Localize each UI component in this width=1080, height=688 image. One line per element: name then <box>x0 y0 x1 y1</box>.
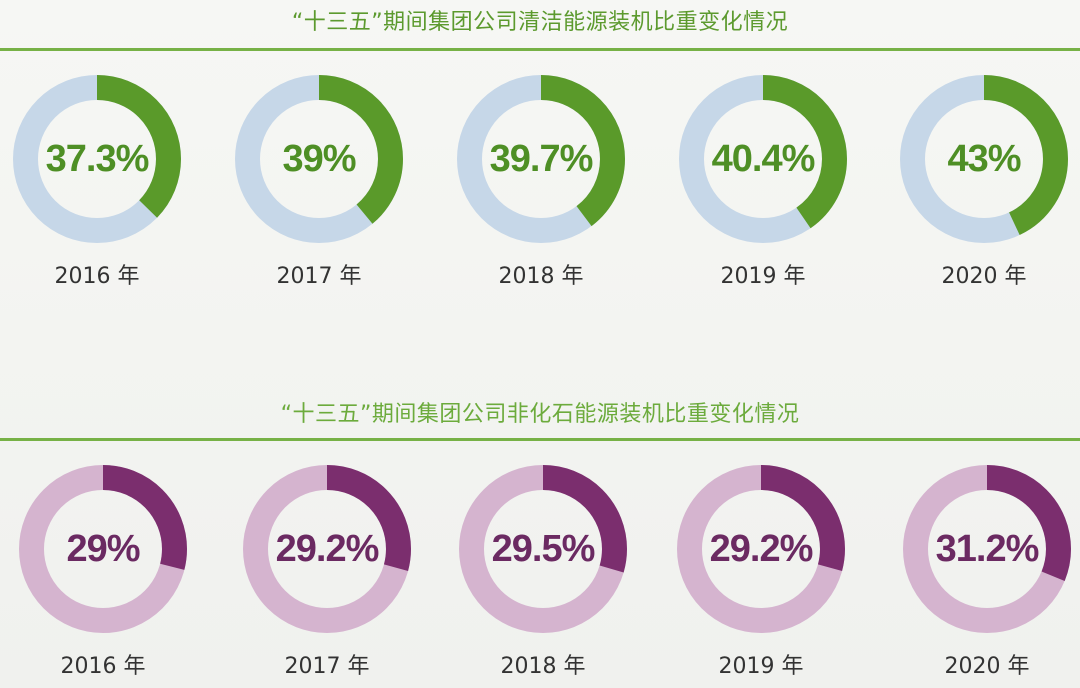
donut-chart: 37.3% 2016 年 <box>12 74 182 289</box>
donut-value-label: 39.7% <box>489 138 594 180</box>
donut-svg <box>235 75 403 243</box>
donut-svg <box>13 75 181 243</box>
donut-chart: 29.5% 2018 年 <box>458 464 628 679</box>
donut-value-label: 29.2% <box>709 528 814 570</box>
clean-energy-section: “十三五”期间集团公司清洁能源装机比重变化情况 37.3% 2016 年 39% 20… <box>0 0 1080 340</box>
donut-value-arc <box>459 465 627 633</box>
donut-year-label: 2016 年 <box>60 654 146 679</box>
donut-chart: 43% 2020 年 <box>899 74 1069 289</box>
donut-svg <box>679 75 847 243</box>
non-fossil-energy-title: “十三五”期间集团公司非化石能源装机比重变化情况 <box>280 402 800 427</box>
donut-year-label: 2019 年 <box>720 264 806 289</box>
donut-value-arc <box>457 75 625 243</box>
donut-value-label: 39% <box>282 138 356 180</box>
donut-value-label: 29% <box>66 528 140 570</box>
donut-row: 29% 2016 年 29.2% 2017 年 29.5% 2018 年 29.2% 2019… <box>0 464 1080 684</box>
donut-chart: 29.2% 2017 年 <box>242 464 412 679</box>
donut-year-label: 2018 年 <box>498 264 584 289</box>
donut-chart: 31.2% 2020 年 <box>902 464 1072 679</box>
non-fossil-energy-section: “十三五”期间集团公司非化石能源装机比重变化情况 29% 2016 年 29.2% 2… <box>0 386 1080 688</box>
donut-svg <box>900 75 1068 243</box>
donut-row: 37.3% 2016 年 39% 2017 年 39.7% 2018 年 40.4% 2019… <box>0 74 1080 334</box>
donut-value-label: 43% <box>947 138 1021 180</box>
donut-year-label: 2017 年 <box>284 654 370 679</box>
donut-chart: 40.4% 2019 年 <box>678 74 848 289</box>
donut-value-arc <box>235 75 403 243</box>
donut-year-label: 2020 年 <box>944 654 1030 679</box>
donut-value-label: 29.5% <box>491 528 596 570</box>
donut-chart: 39.7% 2018 年 <box>456 74 626 289</box>
donut-svg <box>243 465 411 633</box>
donut-svg <box>457 75 625 243</box>
donut-svg <box>903 465 1071 633</box>
donut-year-label: 2016 年 <box>54 264 140 289</box>
donut-value-arc <box>677 465 845 633</box>
donut-svg <box>19 465 187 633</box>
donut-value-label: 40.4% <box>711 138 816 180</box>
donut-year-label: 2017 年 <box>276 264 362 289</box>
donut-svg <box>459 465 627 633</box>
donut-chart: 29.2% 2019 年 <box>676 464 846 679</box>
section-divider <box>0 438 1080 441</box>
donut-chart: 29% 2016 年 <box>18 464 188 679</box>
donut-value-arc <box>679 75 847 243</box>
donut-value-arc <box>19 465 187 633</box>
donut-value-arc <box>903 465 1071 633</box>
donut-value-label: 29.2% <box>275 528 380 570</box>
section-divider <box>0 48 1080 51</box>
donut-chart: 39% 2017 年 <box>234 74 404 289</box>
clean-energy-title: “十三五”期间集团公司清洁能源装机比重变化情况 <box>291 10 789 35</box>
donut-svg <box>677 465 845 633</box>
donut-value-label: 31.2% <box>935 528 1040 570</box>
donut-value-arc <box>13 75 181 243</box>
donut-value-label: 37.3% <box>45 138 150 180</box>
donut-year-label: 2020 年 <box>941 264 1027 289</box>
donut-value-arc <box>243 465 411 633</box>
donut-year-label: 2019 年 <box>718 654 804 679</box>
donut-value-arc <box>900 75 1068 243</box>
donut-year-label: 2018 年 <box>500 654 586 679</box>
